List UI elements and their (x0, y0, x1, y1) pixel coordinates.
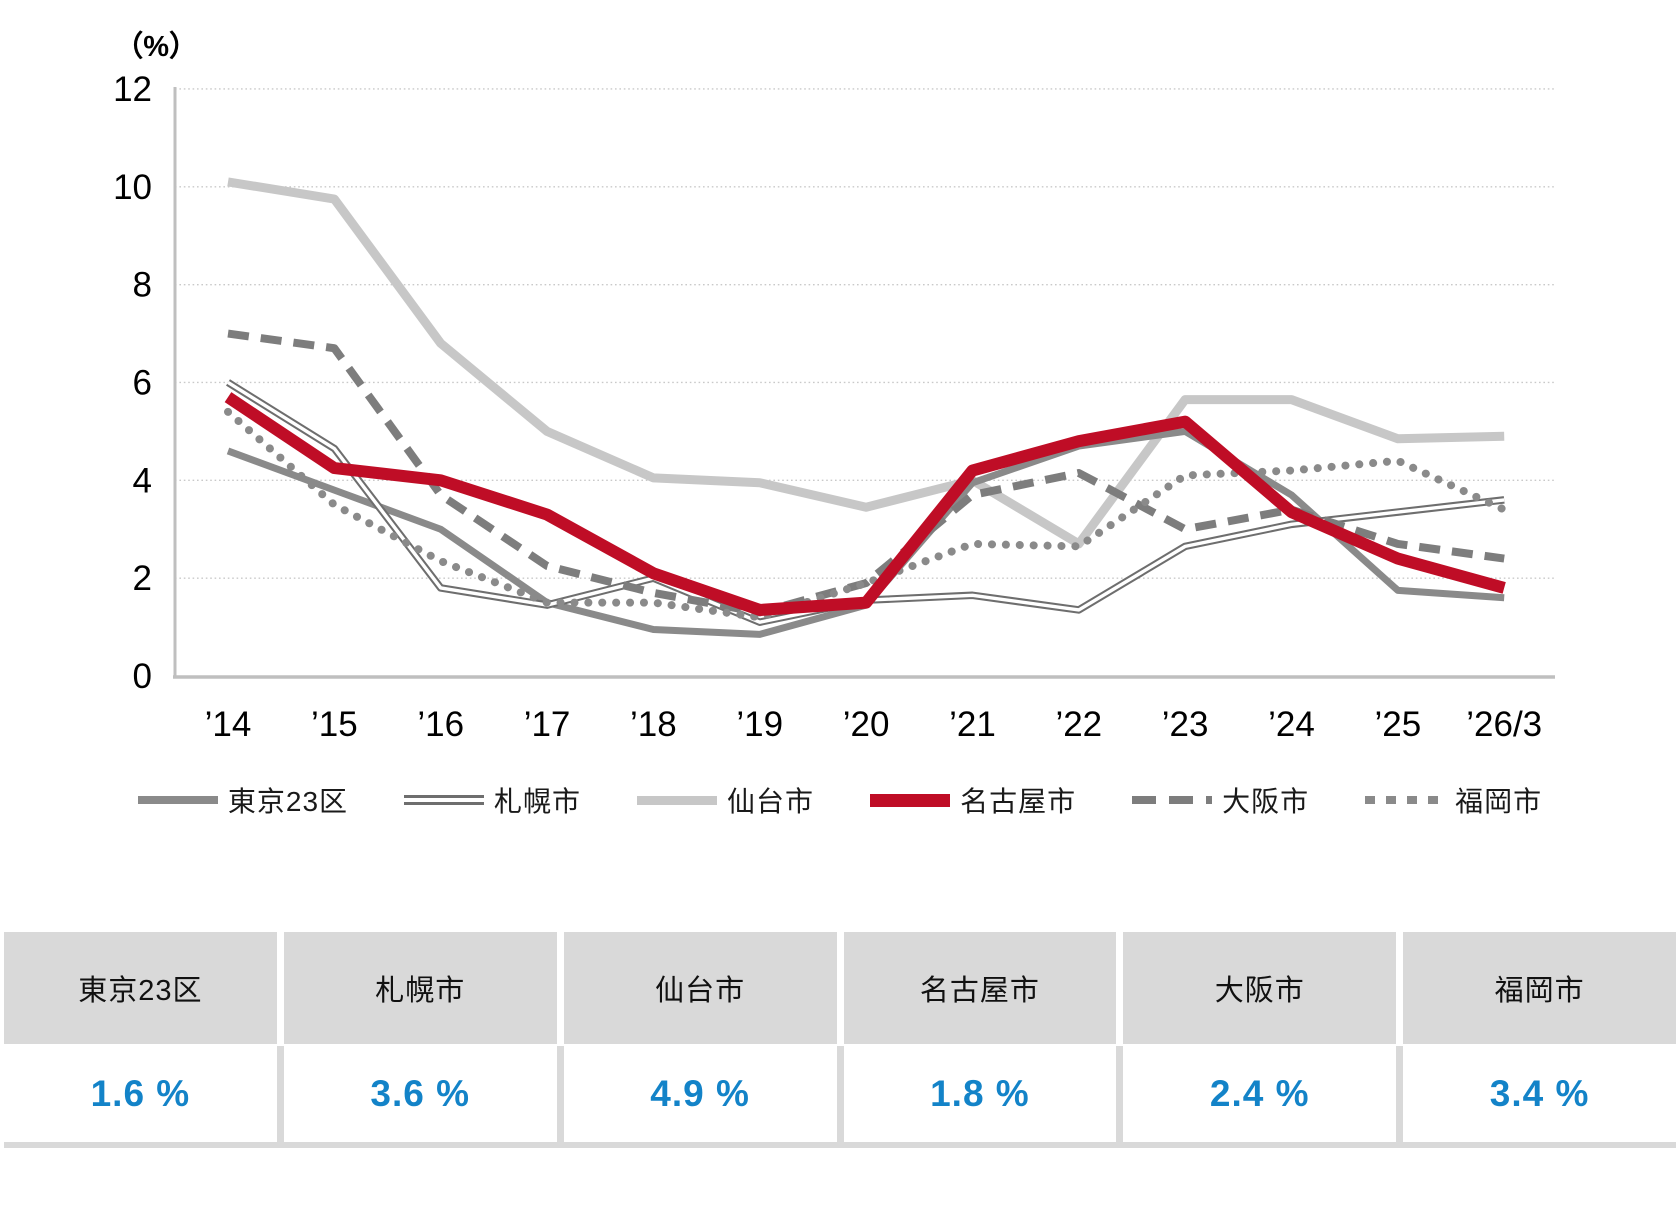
svg-text:’20: ’20 (843, 705, 890, 744)
legend-label-sendai: 仙台市 (727, 786, 815, 817)
legend-label-fukuoka: 福岡市 (1455, 786, 1543, 817)
value-cell-sendai: 4.9 % (563, 1046, 837, 1142)
svg-text:’22: ’22 (1055, 705, 1102, 744)
svg-text:’19: ’19 (736, 705, 783, 744)
fukuoka-line-swatch-icon (1365, 796, 1446, 804)
legend-item-osaka: 大阪市 (1132, 780, 1309, 820)
svg-text:6: 6 (133, 363, 152, 402)
legend-item-tokyo23: 東京23区 (137, 780, 349, 820)
latest-vacancy-table: 東京23区 札幌市 仙台市 名古屋市 大阪市 福岡市 1.6 % 3.6 % 4… (4, 932, 1676, 1148)
value-cell-osaka: 2.4 % (1123, 1046, 1397, 1142)
svg-text:’21: ’21 (949, 705, 996, 744)
svg-text:’17: ’17 (524, 705, 571, 744)
value-cell-sapporo: 3.6 % (283, 1046, 557, 1142)
value-cell-nagoya: 1.8 % (843, 1046, 1117, 1142)
legend-item-sapporo: 札幌市 (404, 780, 581, 820)
header-cell-tokyo23: 東京23区 (4, 932, 277, 1044)
nagoya-line-swatch-icon (870, 793, 951, 807)
chart-legend: 東京23区 札幌市 仙台市 名古屋市 大阪市 福岡市 (0, 780, 1680, 820)
line-chart-svg: 0 2 4 6 8 10 12 （%） ’14 ’15 ’16 ’17 ’18 ’19 ’20 ’21 ’22 ’… (113, 30, 1555, 744)
sendai-line-swatch-icon (637, 795, 718, 805)
header-cell-osaka: 大阪市 (1123, 932, 1397, 1044)
table-header-row: 東京23区 札幌市 仙台市 名古屋市 大阪市 福岡市 (4, 932, 1676, 1044)
legend-label-nagoya: 名古屋市 (960, 786, 1077, 817)
svg-text:’15: ’15 (311, 705, 358, 744)
legend-item-nagoya: 名古屋市 (870, 780, 1076, 820)
svg-text:’16: ’16 (417, 705, 464, 744)
svg-text:12: 12 (113, 70, 152, 109)
sapporo-line-swatch-icon (404, 795, 485, 805)
svg-text:（%）: （%） (114, 30, 198, 63)
value-cell-fukuoka: 3.4 % (1403, 1046, 1676, 1142)
vacancy-rate-line-chart: 0 2 4 6 8 10 12 （%） ’14 ’15 ’16 ’17 ’18 ’19 ’20 ’21 ’22 ’… (0, 30, 1680, 820)
value-cell-tokyo23: 1.6 % (4, 1046, 277, 1142)
header-cell-nagoya: 名古屋市 (843, 932, 1117, 1044)
svg-text:2: 2 (133, 559, 152, 598)
svg-text:4: 4 (133, 461, 152, 500)
svg-text:’26/3: ’26/3 (1466, 705, 1542, 744)
svg-text:10: 10 (113, 168, 152, 207)
legend-item-sendai: 仙台市 (637, 780, 814, 820)
table-value-row: 1.6 % 3.6 % 4.9 % 1.8 % 2.4 % 3.4 % (4, 1046, 1676, 1148)
svg-text:’18: ’18 (630, 705, 677, 744)
svg-text:’25: ’25 (1374, 705, 1421, 744)
svg-text:’24: ’24 (1268, 705, 1315, 744)
legend-item-fukuoka: 福岡市 (1365, 780, 1542, 820)
svg-text:8: 8 (133, 266, 152, 305)
svg-text:0: 0 (133, 657, 152, 696)
header-cell-fukuoka: 福岡市 (1403, 932, 1676, 1044)
header-cell-sendai: 仙台市 (563, 932, 837, 1044)
svg-text:’23: ’23 (1162, 705, 1209, 744)
legend-label-osaka: 大阪市 (1222, 786, 1310, 817)
legend-label-sapporo: 札幌市 (494, 786, 582, 817)
tokyo23-line-swatch-icon (137, 796, 218, 804)
svg-text:’14: ’14 (205, 705, 252, 744)
legend-label-tokyo23: 東京23区 (227, 786, 349, 817)
osaka-line-swatch-icon (1132, 796, 1213, 804)
header-cell-sapporo: 札幌市 (283, 932, 557, 1044)
